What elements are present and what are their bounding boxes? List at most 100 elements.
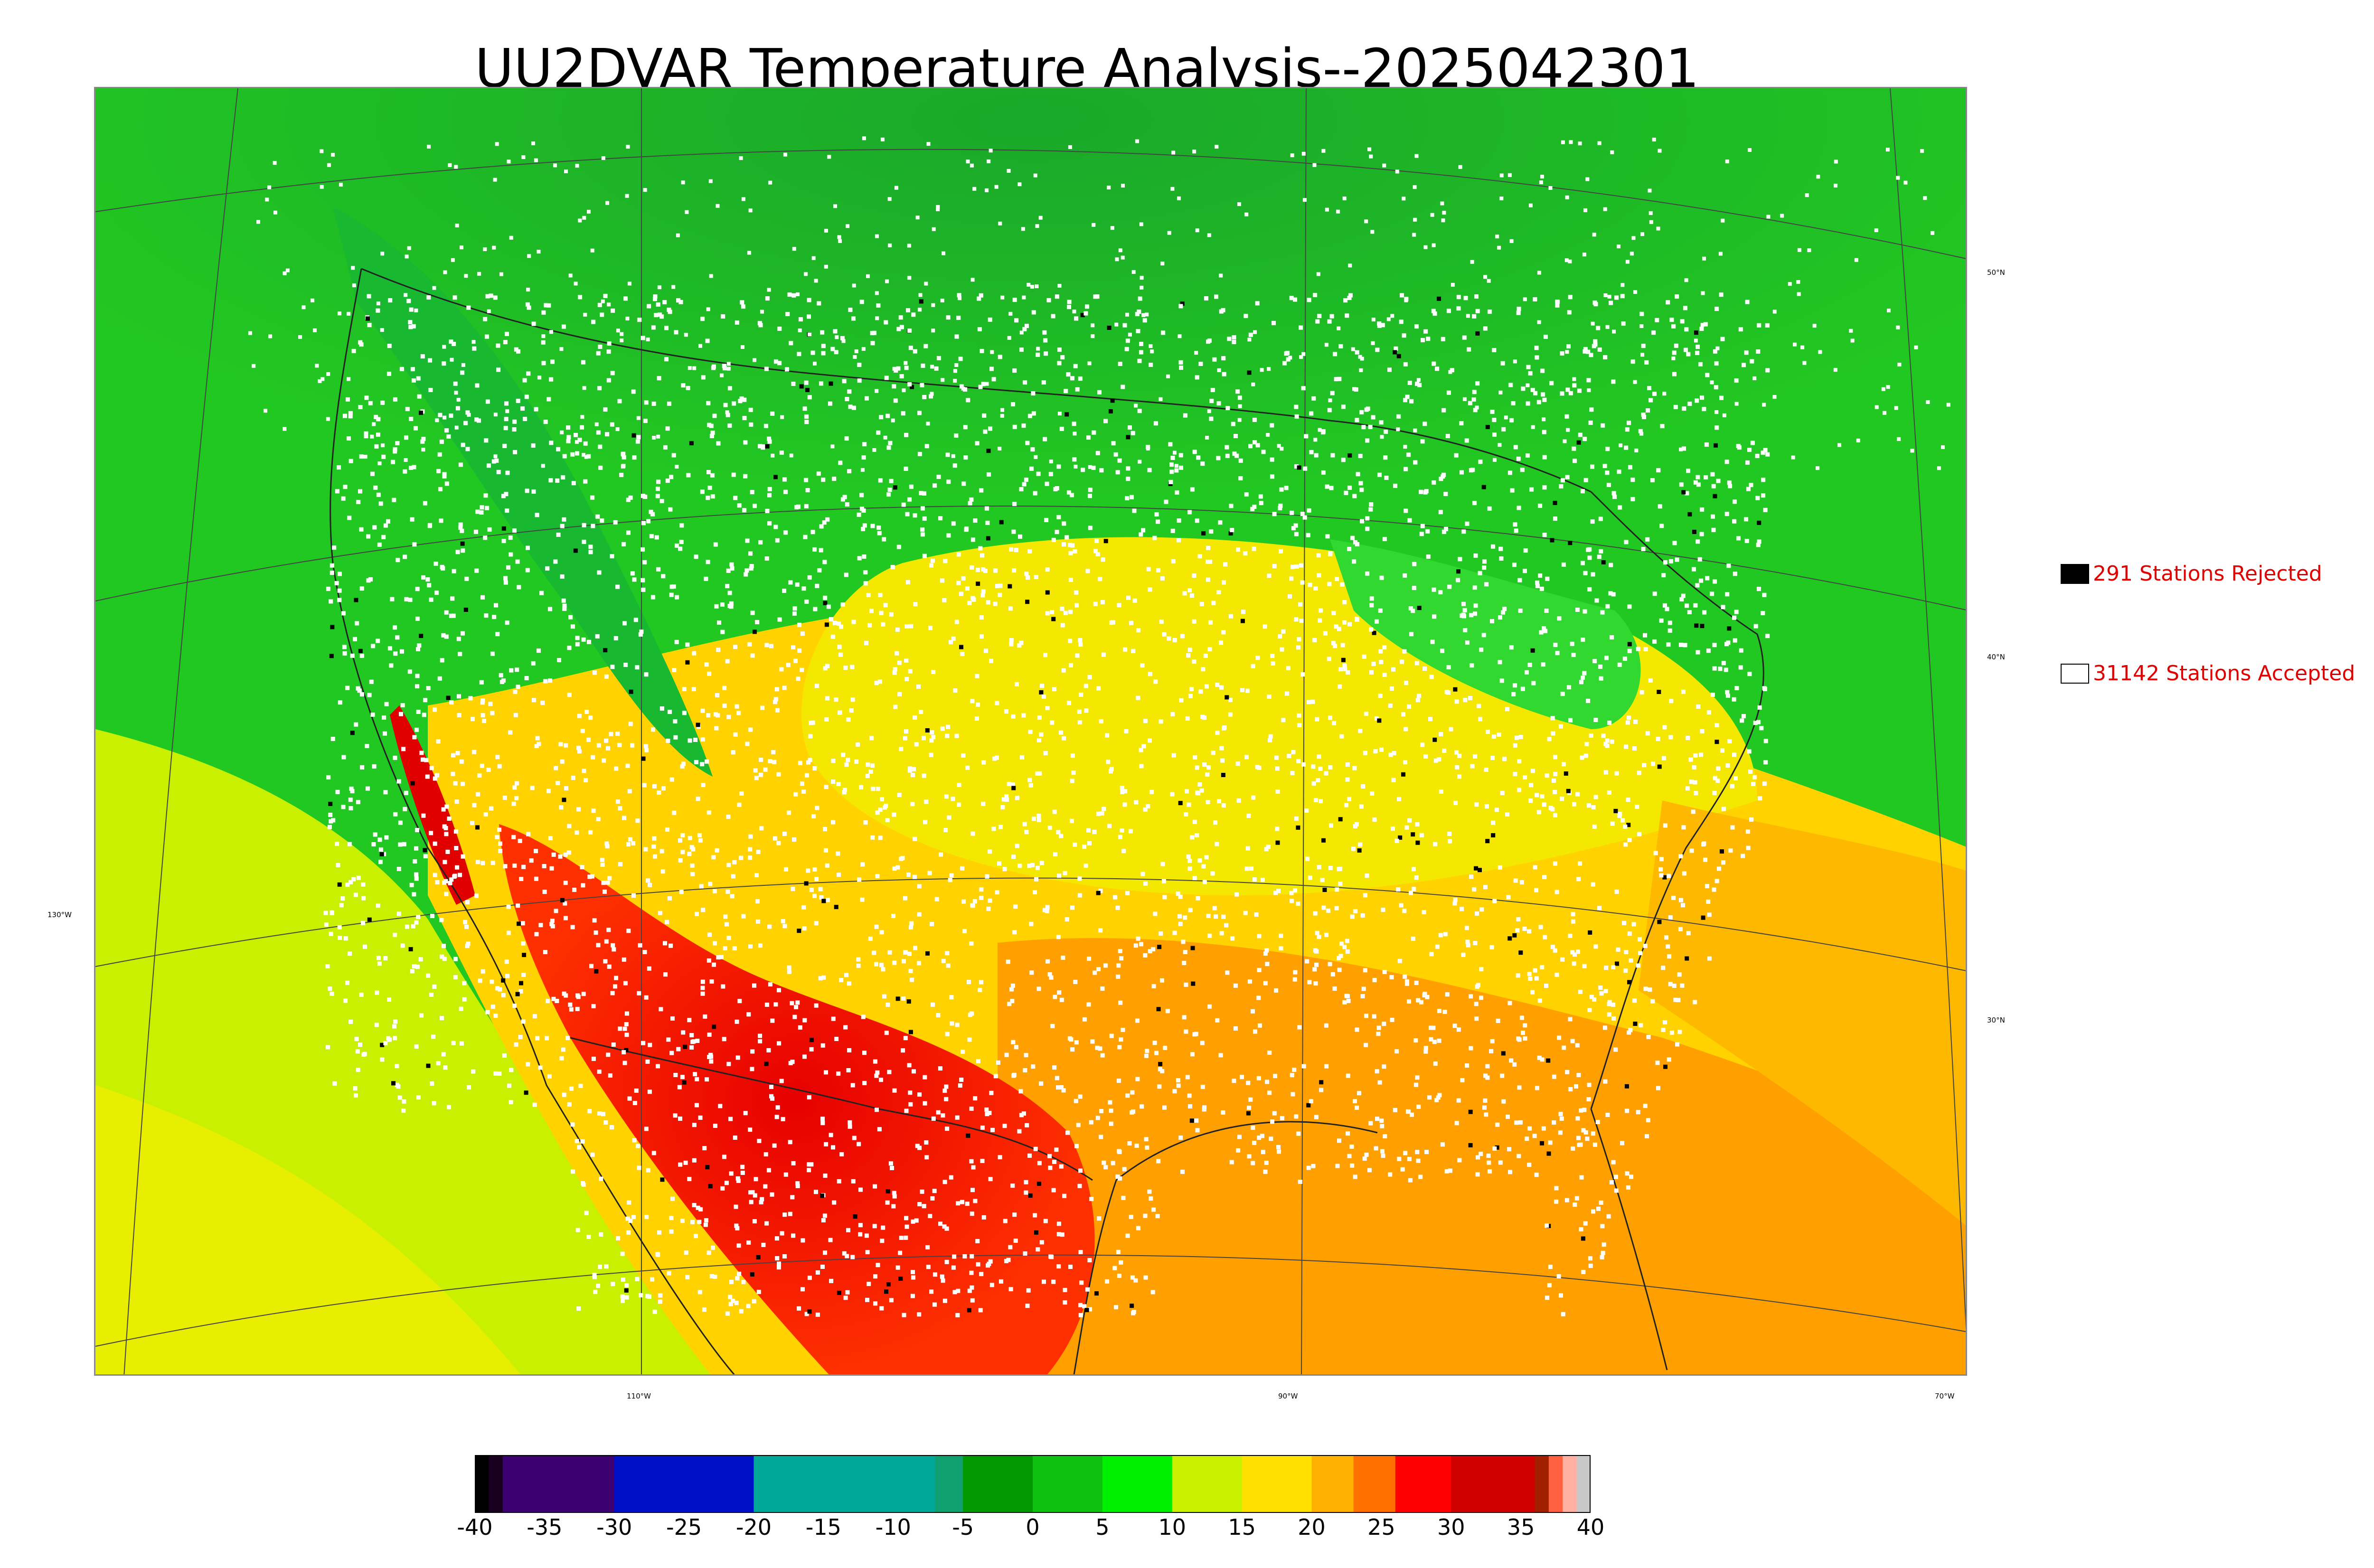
station-marker (1464, 438, 1469, 443)
station-marker (602, 758, 606, 763)
station-marker (952, 1290, 957, 1295)
station-marker (1396, 887, 1401, 892)
station-marker (378, 860, 383, 864)
station-marker (929, 394, 933, 399)
station-marker (1357, 848, 1362, 853)
station-marker (1620, 294, 1625, 299)
station-marker (1552, 1120, 1556, 1125)
station-marker (920, 506, 925, 511)
station-marker (519, 877, 524, 881)
station-marker (768, 982, 772, 986)
station-marker (1382, 163, 1386, 168)
station-marker (1561, 140, 1565, 144)
station-marker (1695, 350, 1700, 355)
station-marker (514, 1042, 518, 1047)
station-marker (1582, 253, 1586, 257)
station-marker (1640, 232, 1644, 236)
station-marker (1099, 1109, 1104, 1113)
station-marker (889, 1298, 894, 1303)
station-marker (1342, 945, 1347, 949)
station-marker (1732, 519, 1737, 524)
station-marker (790, 1001, 794, 1005)
station-marker (1479, 995, 1483, 1000)
station-marker (1039, 1081, 1044, 1086)
station-marker (978, 987, 982, 992)
station-marker (1247, 1154, 1252, 1159)
station-marker (672, 668, 677, 672)
station-marker (903, 1036, 908, 1041)
station-marker (1056, 1264, 1061, 1269)
station-marker (1394, 1049, 1399, 1054)
station-marker (1070, 818, 1074, 823)
station-marker (1228, 698, 1233, 702)
station-marker (340, 896, 345, 901)
station-marker (1237, 1135, 1242, 1139)
station-marker (458, 873, 462, 877)
station-marker (1207, 1004, 1212, 1009)
station-marker (641, 494, 645, 498)
station-marker (1145, 312, 1149, 317)
station-marker (410, 517, 415, 522)
station-marker (490, 861, 495, 865)
station-marker (646, 1168, 650, 1173)
station-marker (1726, 563, 1731, 568)
station-marker (1345, 777, 1350, 782)
station-marker (1272, 564, 1277, 569)
station-marker (1195, 375, 1199, 380)
station-marker (814, 684, 819, 688)
station-marker (1483, 275, 1488, 279)
station-marker (777, 1041, 782, 1046)
station-marker (521, 941, 526, 946)
station-marker (1641, 413, 1646, 417)
station-marker (1411, 609, 1415, 613)
station-marker (857, 512, 861, 517)
station-marker (1000, 805, 1005, 809)
station-marker (1070, 543, 1075, 548)
station-marker (1050, 720, 1055, 725)
station-marker (1228, 531, 1233, 536)
station-marker (1349, 1145, 1354, 1149)
colorbar-border (475, 1455, 1591, 1513)
station-marker (329, 599, 333, 604)
station-marker (1189, 687, 1194, 692)
station-marker (1474, 866, 1479, 871)
station-marker (503, 864, 508, 869)
station-marker (416, 376, 421, 381)
station-marker (517, 921, 521, 926)
station-marker (1338, 817, 1343, 822)
station-marker (953, 369, 957, 373)
station-marker (1712, 790, 1717, 795)
station-marker (490, 711, 495, 715)
station-marker (1563, 439, 1567, 443)
station-marker (753, 768, 758, 773)
station-marker (920, 532, 925, 537)
station-marker (1547, 1283, 1552, 1287)
station-marker (1772, 395, 1777, 399)
station-marker (526, 832, 531, 836)
station-marker (1447, 584, 1452, 589)
station-marker (725, 584, 730, 589)
station-marker (1118, 1000, 1123, 1005)
station-marker (1894, 406, 1898, 410)
station-markers (248, 136, 1950, 1317)
station-marker (925, 951, 930, 956)
station-marker (1255, 765, 1260, 770)
station-marker (979, 895, 984, 900)
station-marker (1019, 487, 1024, 491)
station-marker (1351, 846, 1356, 851)
station-marker (1561, 562, 1566, 567)
station-marker (337, 882, 342, 887)
station-marker (943, 828, 948, 832)
station-marker (728, 1302, 733, 1306)
station-marker (867, 1282, 871, 1286)
station-marker (952, 463, 957, 468)
station-marker (645, 1059, 650, 1064)
station-marker (1328, 865, 1333, 870)
station-marker (733, 732, 738, 737)
station-marker (1643, 944, 1648, 948)
station-marker (973, 518, 978, 523)
station-marker (966, 160, 970, 164)
station-marker (431, 1034, 436, 1039)
station-marker (1465, 640, 1470, 645)
station-marker (845, 1254, 849, 1258)
